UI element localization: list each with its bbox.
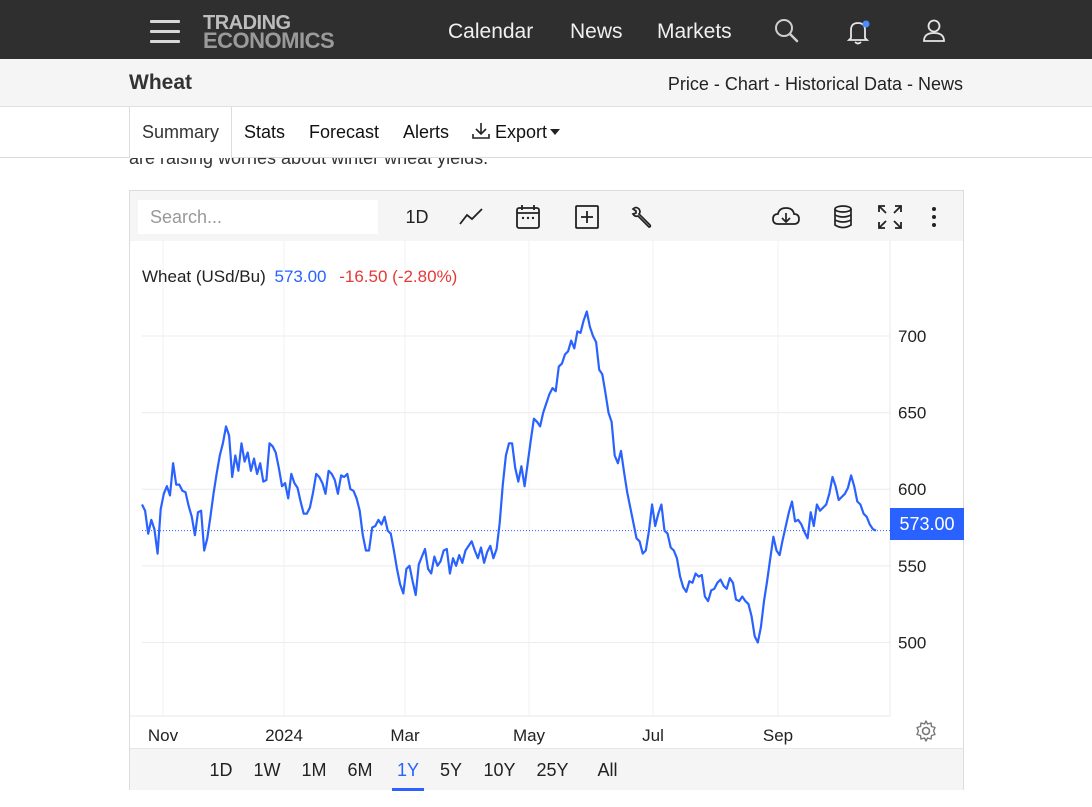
x-tick-label: May: [513, 726, 546, 745]
legend-price: 573.00: [275, 267, 327, 286]
x-axis-labels: Nov 2024 Mar May Jul Sep: [148, 726, 793, 745]
x-tick-label: Nov: [148, 726, 179, 745]
x-tick-label: 2024: [265, 726, 303, 745]
page-title: Wheat: [129, 71, 192, 94]
range-button-1d[interactable]: 1D: [209, 760, 233, 780]
link-chart[interactable]: Chart: [724, 74, 769, 94]
range-button-5y[interactable]: 5Y: [439, 760, 463, 780]
logo[interactable]: TRADING ECONOMICS: [203, 12, 335, 53]
chart-settings-gear-icon[interactable]: [914, 719, 938, 743]
tab-forecast[interactable]: Forecast: [309, 122, 380, 142]
calendar-icon[interactable]: [514, 203, 542, 231]
link-historical-data[interactable]: Historical Data: [784, 74, 902, 94]
time-range-bar: 1D 1W 1M 6M 1Y 5Y 10Y 25Y All: [130, 748, 963, 791]
database-icon[interactable]: [829, 203, 857, 231]
tab-alerts[interactable]: Alerts: [403, 122, 450, 142]
nav-link-news[interactable]: News: [570, 20, 623, 43]
notification-bell-icon[interactable]: [846, 18, 872, 45]
link-price[interactable]: Price: [667, 74, 709, 94]
y-tick-label: 600: [898, 480, 926, 499]
range-button-10y[interactable]: 10Y: [483, 760, 516, 780]
user-account-icon[interactable]: [921, 18, 947, 44]
chart-toolbar: 1D: [130, 191, 963, 241]
title-separator: -: [901, 74, 918, 94]
x-tick-label: Jul: [642, 726, 664, 745]
y-tick-label: 550: [898, 557, 926, 576]
add-compare-icon[interactable]: [573, 203, 601, 231]
legend-name: Wheat (USd/Bu): [142, 267, 266, 286]
y-tick-label: 500: [898, 633, 926, 652]
title-separator: -: [768, 74, 785, 94]
top-navbar: TRADING ECONOMICS Calendar News Markets: [0, 0, 1092, 59]
hamburger-menu-icon[interactable]: [150, 20, 180, 44]
line-chart-icon[interactable]: [457, 203, 485, 231]
x-tick-label: Sep: [763, 726, 793, 745]
range-button-1w[interactable]: 1W: [253, 760, 281, 780]
range-button-1m[interactable]: 1M: [301, 760, 327, 780]
range-button-all[interactable]: All: [597, 760, 618, 780]
interval-button[interactable]: 1D: [405, 207, 429, 227]
tab-summary[interactable]: Summary: [129, 107, 232, 158]
range-button-25y[interactable]: 25Y: [536, 760, 569, 780]
chart-grid: [142, 241, 890, 716]
search-icon[interactable]: [774, 18, 800, 44]
y-tick-label: 650: [898, 404, 926, 423]
tab-stats[interactable]: Stats: [244, 122, 286, 142]
chevron-down-icon: [550, 128, 561, 135]
more-options-icon[interactable]: [920, 203, 948, 231]
download-icon: [472, 123, 490, 139]
title-separator: -: [708, 74, 725, 94]
range-button-6m[interactable]: 6M: [347, 760, 373, 780]
chart-legend: Wheat (USd/Bu) 573.00 -16.50 (-2.80%): [142, 267, 457, 286]
x-tick-label: Mar: [390, 726, 420, 745]
title-links: Price - Chart - Historical Data - News: [668, 74, 963, 95]
chart-search-input[interactable]: [138, 200, 378, 234]
fullscreen-icon[interactable]: [876, 203, 904, 231]
section-tabs: Summary Stats Forecast Alerts Export: [0, 107, 1092, 158]
nav-link-calendar[interactable]: Calendar: [448, 20, 534, 43]
nav-link-markets[interactable]: Markets: [657, 20, 732, 43]
logo-line-2: ECONOMICS: [203, 28, 335, 53]
series-line-wheat: [141, 310, 877, 644]
cloud-download-icon[interactable]: [771, 203, 800, 231]
wrench-icon[interactable]: [628, 203, 656, 231]
title-bar: Wheat Price - Chart - Historical Data - …: [0, 59, 1092, 107]
range-button-1y[interactable]: 1Y: [392, 757, 424, 791]
tab-export-label: Export: [495, 122, 548, 142]
legend-change: -16.50 (-2.80%): [339, 267, 457, 286]
y-axis-labels: 500 550 600 650 700: [898, 327, 926, 652]
price-chart[interactable]: 500 550 600 650 700 Nov 2024 Mar May Jul Sep Whea…: [130, 241, 963, 748]
last-price-tag: 573.00: [890, 508, 964, 540]
link-news[interactable]: News: [917, 74, 963, 94]
logo-line-1: TRADING: [203, 12, 291, 34]
y-tick-label: 700: [898, 327, 926, 346]
tab-export[interactable]: Export: [472, 107, 561, 158]
